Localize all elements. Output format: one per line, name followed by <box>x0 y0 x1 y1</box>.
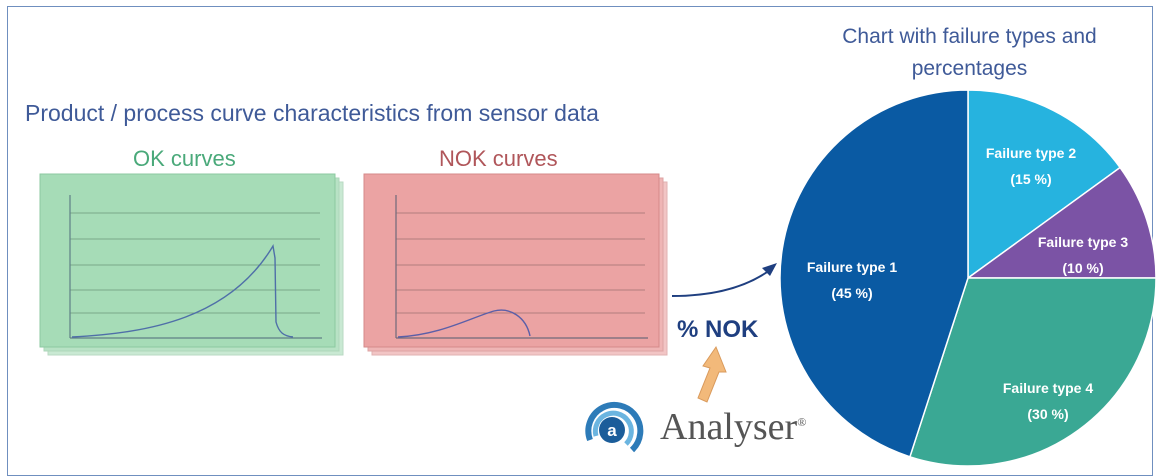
pie-slice-failure-type-2 <box>967 89 1122 280</box>
pie-pct-failure-type-2: (15 %) <box>1010 171 1051 187</box>
ok-curves-stack <box>39 173 344 356</box>
svg-text:a: a <box>607 421 617 440</box>
pie-slice-failure-type-3 <box>965 166 1157 279</box>
analyser-logo-icon: a <box>583 398 644 458</box>
analyser-wordmark: Analyser® <box>660 405 806 449</box>
pct-nok-label: % NOK <box>677 316 759 343</box>
pie-slice-failure-type-1 <box>779 89 969 458</box>
pie-chart: Failure type 1 (45 %) Failure type 2 (15 %)… <box>779 89 1157 467</box>
analyser-name: Analyser <box>660 406 798 448</box>
nok-gridlines <box>396 212 645 314</box>
nok-curves-label: NOK curves <box>439 146 558 171</box>
pie-slice-failure-type-4 <box>908 277 1157 467</box>
nok-curves-stack <box>363 173 668 356</box>
pie-label-failure-type-4: Failure type 4 <box>1003 380 1093 396</box>
nok-card-front <box>363 173 660 348</box>
pie-label-failure-type-3: Failure type 3 <box>1038 234 1128 250</box>
ok-curve-line <box>71 244 294 338</box>
pie-pct-failure-type-3: (10 %) <box>1062 260 1103 276</box>
pie-label-failure-type-1: Failure type 1 <box>807 259 897 275</box>
orange-arrow <box>697 345 727 403</box>
pie-pct-failure-type-4: (30 %) <box>1027 406 1068 422</box>
ok-curves-label: OK curves <box>133 146 236 171</box>
chart-title: Chart with failure types and percentages <box>842 25 1097 80</box>
ok-card-front <box>39 173 336 348</box>
nok-curve-line <box>397 309 531 338</box>
navy-arrow <box>671 263 777 297</box>
pie-pct-failure-type-1: (45 %) <box>831 285 872 301</box>
registered-mark: ® <box>797 415 807 429</box>
main-title: Product / process curve characteristics … <box>25 100 599 126</box>
pie-label-failure-type-2: Failure type 2 <box>986 145 1076 161</box>
